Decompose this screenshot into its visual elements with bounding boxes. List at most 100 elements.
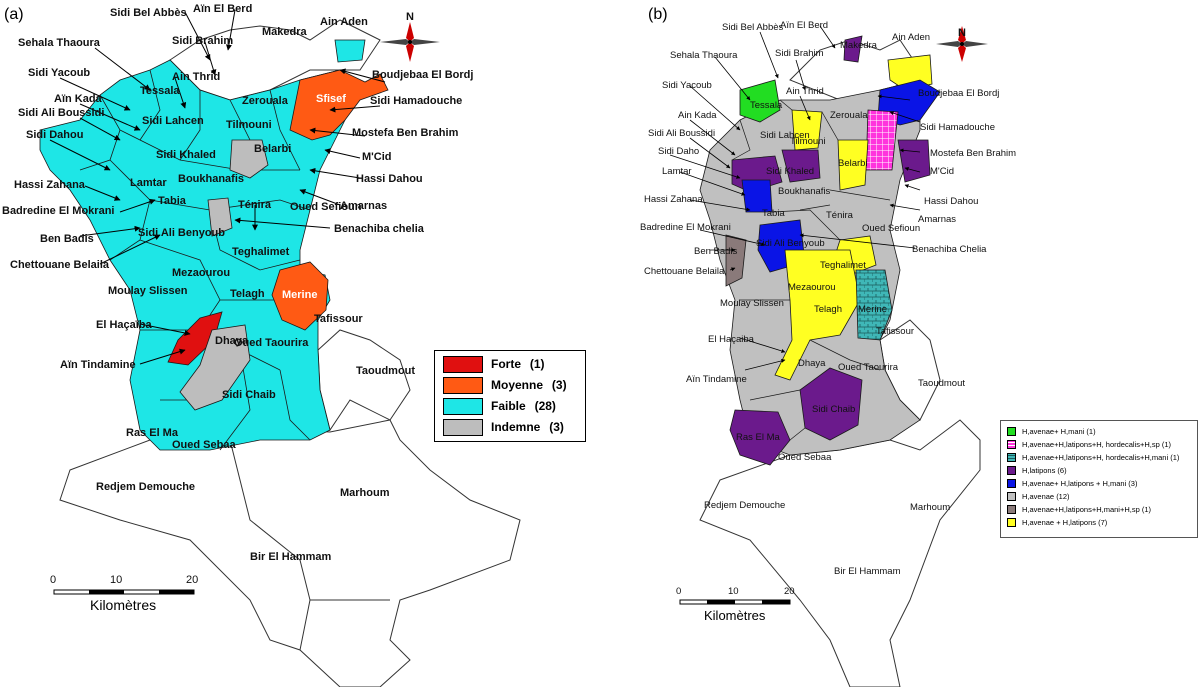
label-sehala-thaoura: Sehala Thaoura	[18, 37, 101, 49]
label-b-zerouala: Zerouala	[830, 110, 868, 121]
commune-borders-b	[731, 99, 891, 441]
legend-swatch	[1007, 452, 1016, 462]
label-ain-thrid: Ain Thrid	[172, 71, 220, 83]
legend-label: Faible	[491, 399, 526, 413]
region-sfisef	[289, 69, 389, 141]
label-sidi-chaib: Sidi Chaib	[222, 389, 276, 401]
legend-b-item-2: H,avenae+H,latipons+H, hordecalis+H,mani…	[1007, 451, 1179, 463]
place-labels-b: Sidi Bel Abbès Aïn El Berd Ain Aden Make…	[640, 20, 1016, 577]
label-b-sidi-ali-boussidi: Sidi Ali Boussidi	[648, 128, 715, 139]
label-marhoum: Marhoum	[340, 487, 390, 499]
legend-count: (28)	[534, 399, 556, 413]
legend-label: Moyenne	[491, 378, 544, 392]
label-sfisef: Sfisef	[316, 93, 346, 105]
legend-swatch	[1007, 426, 1016, 436]
map-a-svg: Aïn El Berd Sidi Bel Abbès Makedra Ain A…	[2, 3, 521, 687]
region-sidi-hamadouche-b	[865, 109, 899, 171]
legend-swatch	[1007, 465, 1016, 475]
scale-tick-0-b: 0	[676, 586, 681, 597]
legend-label: H,avenae+H,latipons+H, hordecalis+H,sp (…	[1022, 439, 1172, 449]
region-tilmouni-b	[791, 109, 823, 151]
scale-bar-a: 0 10 20 Kilomètres	[50, 574, 198, 613]
legend-label: H,avenae+H,latipons+H,mani+H,sp (1)	[1022, 504, 1152, 514]
label-sidi-ali-boussidi: Sidi Ali Boussidi	[18, 107, 104, 119]
label-b-redjem: Redjem Demouche	[704, 500, 785, 511]
region-makedra	[843, 35, 863, 63]
region-east-white	[317, 329, 411, 432]
label-ain-aden: Ain Aden	[320, 16, 368, 28]
label-b-sidi-lahcen: Sidi Lahcen	[760, 130, 810, 141]
label-chettouane: Chettouane Belaila	[10, 259, 110, 271]
label-b-boudjebaa: Boudjebaa El Bordj	[918, 88, 999, 99]
label-taoudmout: Taoudmout	[356, 365, 415, 377]
scale-unit-b: Kilomètres	[704, 608, 766, 623]
legend-b-item-3: H,latipons (6)	[1007, 464, 1067, 476]
label-tilmouni: Tilmouni	[226, 119, 272, 131]
label-b-tenira: Ténira	[826, 210, 854, 221]
label-b-belarbi: Belarbi	[838, 158, 868, 169]
legend-b-item-0: H,avenae+ H,mani (1)	[1007, 425, 1096, 437]
label-b-el-hacaiba: El Haçaiba	[708, 334, 755, 345]
legend-a: Forte (1) Moyenne (3) Faible (28) Indemn…	[434, 350, 586, 442]
label-tafissour: Tafissour	[314, 313, 363, 325]
region-belarbi-b	[837, 139, 869, 191]
label-b-ain-thrid: Ain Thrid	[786, 86, 824, 97]
label-b-ain-aden: Ain Aden	[892, 32, 930, 43]
region-tessala	[739, 79, 781, 123]
label-b-makedra: Makedra	[840, 40, 878, 51]
legend-b-item-5: H,avenae (12)	[1007, 490, 1070, 502]
label-b-sidi-yacoub: Sidi Yacoub	[662, 80, 712, 91]
label-b-bir-el-hammam: Bir El Hammam	[834, 566, 901, 577]
region-indemne-benachiba	[207, 197, 233, 237]
legend-swatch	[1007, 504, 1016, 514]
region-merine	[271, 261, 329, 331]
label-b-benachiba: Benachiba Chelia	[912, 244, 987, 255]
region-ras-el-ma-b	[729, 409, 791, 466]
region-ain-thrid-b	[781, 149, 821, 183]
label-ain-kada: Aïn Kada	[54, 93, 103, 105]
label-b-ben-badis: Ben Badis	[694, 246, 738, 257]
legend-b-item-1: H,avenae+H,latipons+H, hordecalis+H,sp (…	[1007, 438, 1171, 450]
label-b-boukhanafis: Boukhanafis	[778, 186, 831, 197]
label-hassi-dahou: Hassi Dahou	[356, 173, 423, 185]
region-south-white-b	[699, 419, 981, 687]
compass-rose-a	[380, 22, 440, 62]
legend-label: Indemne	[491, 420, 541, 434]
label-b-mcid: M'Cid	[930, 166, 954, 177]
legend-b: H,avenae+ H,mani (1) H,avenae+H,latipons…	[1000, 420, 1198, 538]
label-mezaourou: Mezaourou	[172, 267, 230, 279]
label-badredine: Badredine El Mokrani	[2, 205, 114, 217]
label-b-chettouane: Chettouane Belaila	[644, 266, 725, 277]
label-boukhanafis: Boukhanafis	[178, 173, 244, 185]
scale-tick-0-a: 0	[50, 574, 56, 586]
label-b-ras-el-ma: Ras El Ma	[736, 432, 781, 443]
place-labels-a: Aïn El Berd Sidi Bel Abbès Makedra Ain A…	[2, 3, 473, 563]
legend-label: H,avenae+H,latipons+H, hordecalis+H,mani…	[1022, 452, 1180, 462]
label-b-sidi-khaled: Sidi Khaled	[766, 166, 814, 177]
label-sidi-dahou: Sidi Dahou	[26, 129, 83, 141]
label-b-badredine: Badredine El Mokrani	[640, 222, 731, 233]
region-chettouane-b	[725, 234, 747, 287]
compass-rose-b	[936, 26, 988, 62]
legend-label: H,avenae (12)	[1022, 491, 1070, 501]
label-tenira: Ténira	[238, 199, 272, 211]
label-sidi-yacoub: Sidi Yacoub	[28, 67, 90, 79]
compass-n-b: N	[958, 27, 966, 39]
label-b-sidi-daho: Sidi Daho	[658, 146, 699, 157]
leader-lines-b	[669, 25, 921, 371]
legend-label: Forte	[491, 357, 521, 371]
scale-unit-a: Kilomètres	[90, 597, 156, 613]
label-b-hassi-zahana: Hassi Zahana	[644, 194, 703, 205]
label-telagh: Telagh	[230, 288, 265, 300]
scale-bar-b: 0 10 20 Kilomètres	[676, 586, 795, 623]
label-b-ain-kada: Ain Kada	[678, 110, 717, 121]
panel-b-tag: (b)	[648, 6, 668, 23]
legend-swatch	[1007, 517, 1016, 527]
panel-a-tag: (a)	[4, 6, 24, 23]
label-b-sidi-brahim: Sidi Brahim	[775, 48, 824, 59]
label-b-moulay-slissen: Moulay Slissen	[720, 298, 784, 309]
label-b-merine: Merine	[858, 304, 887, 315]
label-redjem: Redjem Demouche	[96, 481, 195, 493]
region-ain-aden	[334, 39, 366, 63]
label-belarbi: Belarbi	[254, 143, 291, 155]
